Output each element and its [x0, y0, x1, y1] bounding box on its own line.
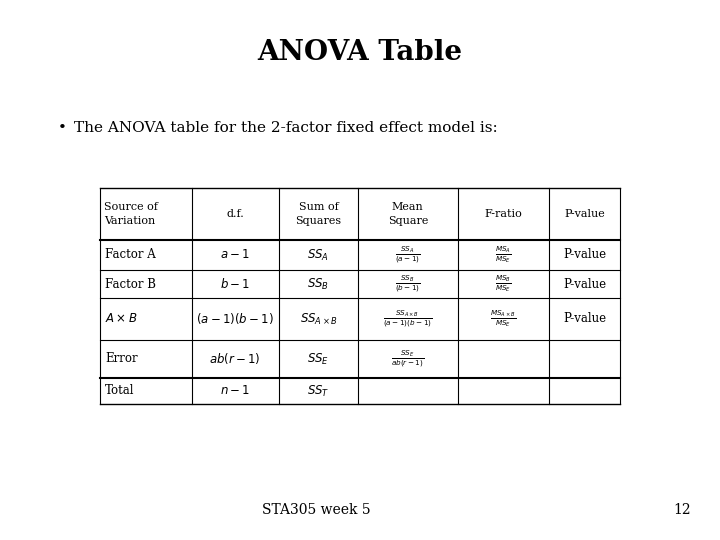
Text: P-value: P-value: [563, 278, 606, 291]
Text: $\frac{SS_{A\times B}}{(a-1)(b-1)}$: $\frac{SS_{A\times B}}{(a-1)(b-1)}$: [383, 308, 433, 329]
Text: d.f.: d.f.: [226, 209, 244, 219]
Text: Mean
Square: Mean Square: [387, 202, 428, 226]
Text: P-value: P-value: [563, 313, 606, 326]
Text: F-ratio: F-ratio: [485, 209, 523, 219]
Text: $n-1$: $n-1$: [220, 384, 251, 397]
Text: Factor B: Factor B: [105, 278, 156, 291]
Text: $SS_E$: $SS_E$: [307, 352, 330, 367]
Text: 12: 12: [674, 503, 691, 517]
Text: Factor A: Factor A: [105, 248, 156, 261]
Text: $SS_A$: $SS_A$: [307, 247, 329, 262]
Text: $ab(r-1)$: $ab(r-1)$: [210, 352, 261, 367]
Text: Error: Error: [105, 353, 138, 366]
Text: Source of
Variation: Source of Variation: [104, 202, 158, 226]
Text: $\frac{SS_E}{ab(r-1)}$: $\frac{SS_E}{ab(r-1)}$: [391, 348, 425, 370]
Text: $\frac{MS_A}{MS_E}$: $\frac{MS_A}{MS_E}$: [495, 245, 512, 266]
Text: $\frac{SS_B}{(b-1)}$: $\frac{SS_B}{(b-1)}$: [395, 273, 420, 295]
Text: $\frac{SS_A}{(a-1)}$: $\frac{SS_A}{(a-1)}$: [395, 244, 420, 266]
Text: ANOVA Table: ANOVA Table: [258, 38, 462, 65]
Text: $(a-1)(b-1)$: $(a-1)(b-1)$: [197, 312, 274, 327]
Text: $a-1$: $a-1$: [220, 248, 250, 261]
Text: P-value: P-value: [564, 209, 605, 219]
Text: $SS_{A\times B}$: $SS_{A\times B}$: [300, 312, 337, 327]
Text: Sum of
Squares: Sum of Squares: [295, 202, 341, 226]
Text: $A \times B$: $A \times B$: [105, 313, 138, 326]
Text: $\frac{MS_B}{MS_E}$: $\frac{MS_B}{MS_E}$: [495, 274, 512, 294]
Text: $SS_B$: $SS_B$: [307, 276, 330, 292]
Text: The ANOVA table for the 2-factor fixed effect model is:: The ANOVA table for the 2-factor fixed e…: [74, 121, 498, 135]
Text: STA305 week 5: STA305 week 5: [263, 503, 371, 517]
Text: Total: Total: [105, 384, 135, 397]
Text: $SS_T$: $SS_T$: [307, 383, 330, 399]
Text: $\frac{MS_{A\times B}}{MS_E}$: $\frac{MS_{A\times B}}{MS_E}$: [490, 308, 517, 329]
Text: P-value: P-value: [563, 248, 606, 261]
Text: $b-1$: $b-1$: [220, 277, 251, 291]
Text: •: •: [58, 121, 66, 135]
